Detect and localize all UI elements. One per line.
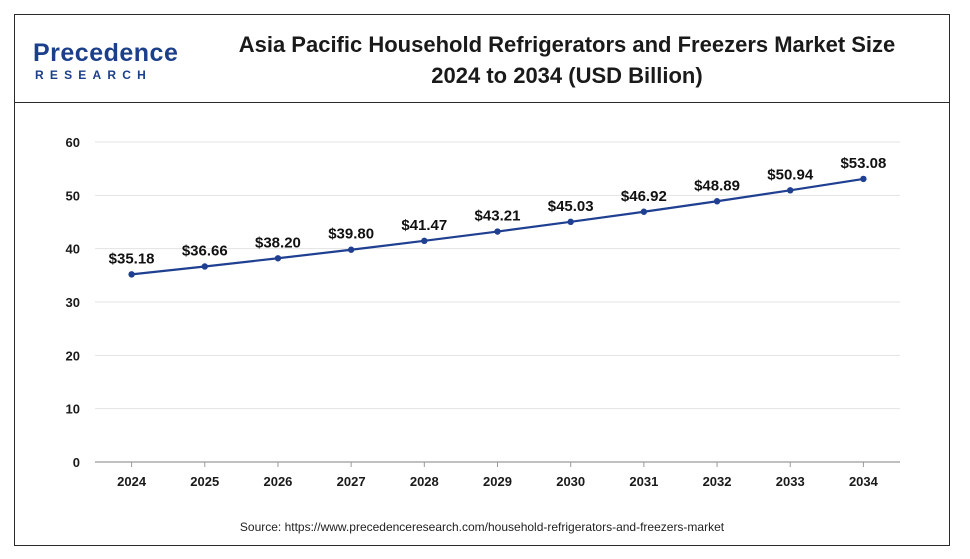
- chart-title-line-1: Asia Pacific Household Refrigerators and…: [238, 32, 896, 57]
- data-point: [787, 187, 794, 194]
- logo-wordmark: Precedence: [33, 39, 179, 67]
- y-tick-label: 50: [66, 188, 80, 203]
- series-line: [131, 177, 864, 276]
- data-point: [201, 263, 208, 270]
- chart-frame: Precedence RESEARCH Asia Pacific Househo…: [14, 14, 950, 546]
- data-point: [567, 218, 574, 226]
- data-point: [494, 228, 501, 235]
- data-labels: $35.18 $36.66 $38.20 $39.80 $41.47 $43.21 $45.…: [109, 155, 887, 267]
- y-tick-label: 30: [66, 295, 80, 310]
- data-label: $36.66: [182, 242, 228, 259]
- series: [128, 175, 867, 278]
- data-label: $43.21: [475, 208, 521, 225]
- x-tick-label: 2032: [703, 474, 732, 489]
- grid-lines: [95, 141, 900, 410]
- x-tick-label: 2027: [337, 474, 366, 489]
- x-tick-label: 2028: [410, 474, 439, 489]
- data-point: [128, 271, 135, 278]
- y-tick-label: 10: [66, 402, 80, 417]
- logo-subtitle: RESEARCH: [35, 68, 152, 82]
- data-label: $50.94: [767, 166, 814, 183]
- y-tick-label: 40: [66, 242, 80, 257]
- x-tick-label: 2030: [556, 474, 585, 489]
- data-label: $38.20: [255, 234, 301, 251]
- data-point: [860, 175, 867, 183]
- data-label: $35.18: [109, 250, 155, 267]
- data-label: $48.89: [694, 177, 740, 194]
- data-label: $45.03: [548, 198, 594, 215]
- x-tick-label: 2029: [483, 474, 512, 489]
- data-point: [274, 255, 282, 262]
- x-tick-label: 2031: [629, 474, 658, 489]
- data-label: $39.80: [328, 226, 374, 243]
- x-tick-label: 2025: [190, 474, 219, 489]
- data-label: $41.47: [401, 217, 447, 234]
- data-point: [347, 246, 355, 253]
- data-point: [713, 198, 721, 205]
- y-tick-label: 0: [73, 455, 80, 470]
- x-tick-label: 2034: [849, 474, 879, 489]
- brand-logo: Precedence RESEARCH: [33, 39, 183, 83]
- data-label: $53.08: [840, 155, 886, 172]
- data-point: [421, 237, 428, 245]
- header: Precedence RESEARCH Asia Pacific Househo…: [15, 15, 949, 103]
- source-note: Source: https://www.precedenceresearch.c…: [239, 520, 725, 534]
- x-tick-label: 2024: [117, 474, 147, 489]
- chart-title: Asia Pacific Household Refrigerators and…: [205, 29, 929, 91]
- x-tick-label: 2033: [776, 474, 805, 489]
- data-label: $46.92: [621, 188, 667, 205]
- data-point: [640, 208, 648, 215]
- y-tick-label: 60: [66, 135, 80, 150]
- x-tick-label: 2026: [263, 474, 292, 489]
- y-tick-label: 20: [66, 348, 80, 363]
- chart-title-line-2: 2024 to 2034 (USD Billion): [431, 63, 703, 88]
